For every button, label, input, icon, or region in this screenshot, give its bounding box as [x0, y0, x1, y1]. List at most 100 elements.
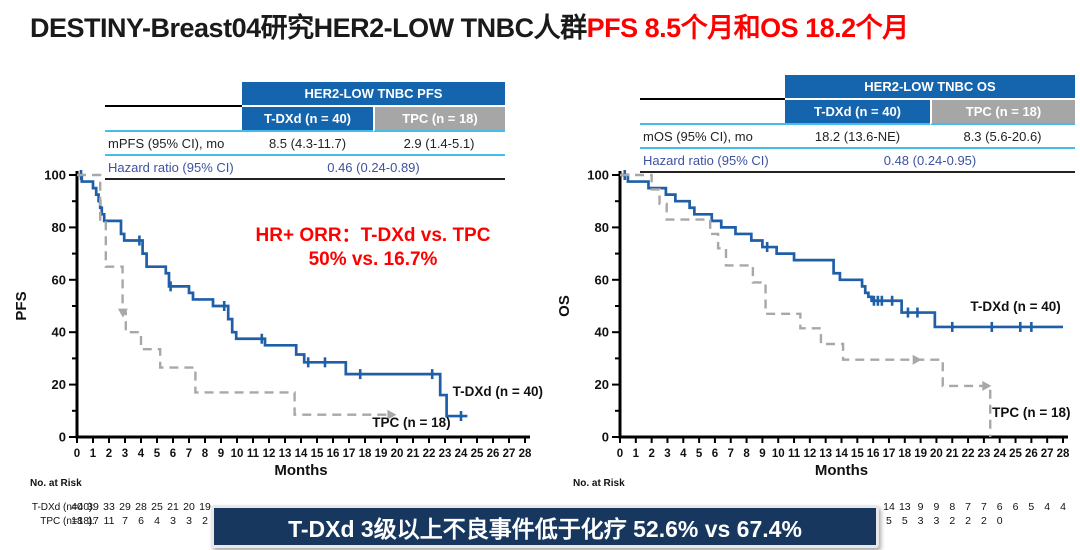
risk-value: 5	[886, 515, 892, 527]
x-axis-title: Months	[274, 462, 327, 479]
censor-arrow-right	[387, 409, 397, 420]
curve-label-tdxd: T-DXd (n = 40)	[970, 299, 1060, 314]
pfs-col-header-tdxd: T-DXd (n = 40)	[242, 107, 373, 132]
x-tick-label: 16	[327, 448, 340, 460]
x-tick-label: 24	[993, 448, 1006, 460]
x-tick-label: 14	[835, 448, 848, 460]
y-tick-label: 40	[595, 325, 609, 340]
risk-value: 39	[87, 501, 99, 513]
os-table-corner	[640, 75, 785, 100]
x-axis-title: Months	[815, 462, 868, 479]
x-tick-label: 24	[455, 448, 468, 460]
km-curve-tpc	[77, 173, 388, 416]
risk-value: 5	[1028, 501, 1034, 513]
x-tick-label: 18	[359, 448, 372, 460]
risk-value: 21	[167, 501, 179, 513]
x-tick-label: 15	[311, 448, 324, 460]
x-tick-label: 25	[471, 448, 484, 460]
risk-value: 9	[918, 501, 924, 513]
os-km-chart: 0 1 2 3 4 5 6 7 8 9 10 11 12 13 14 15 16 17 18 19 20 21 22 23 24…	[556, 168, 1071, 528]
x-tick-label: 7	[186, 448, 192, 460]
x-tick-label: 19	[375, 448, 388, 460]
x-tick-label: 7	[728, 448, 734, 460]
x-tick-label: 11	[788, 448, 801, 460]
x-tick-label: 17	[883, 448, 896, 460]
risk-value: 3	[934, 515, 940, 527]
risk-value: 7	[965, 501, 971, 513]
os-summary-table: HER2-LOW TNBC OS T-DXd (n = 40) TPC (n =…	[640, 75, 1075, 173]
x-tick-label: 11	[247, 448, 260, 460]
x-tick-label: 3	[122, 448, 128, 460]
safety-banner-text: T-DXd 3级以上不良事件低于化疗 52.6% vs 67.4%	[288, 515, 802, 542]
os-table-blank	[640, 100, 785, 125]
km-curve-tdxd	[620, 173, 1063, 329]
risk-value: 3	[170, 515, 176, 527]
x-tick-label: 20	[391, 448, 404, 460]
censor-arrow-right	[982, 380, 992, 391]
x-tick-label: 9	[218, 448, 224, 460]
risk-value: 11	[104, 515, 115, 527]
x-tick-label: 27	[1041, 448, 1054, 460]
km-curve-tpc	[620, 173, 992, 437]
os-hr-label: Hazard ratio (95% CI)	[640, 149, 785, 173]
x-tick-label: 8	[743, 448, 750, 460]
risk-value: 7	[122, 515, 128, 527]
risk-value: 28	[135, 501, 147, 513]
x-tick-label: 22	[962, 448, 975, 460]
risk-value: 4	[1060, 501, 1066, 513]
os-table-group-header: HER2-LOW TNBC OS	[785, 75, 1075, 99]
risk-value: 2	[202, 515, 208, 527]
slide-title-black: DESTINY-Breast04研究HER2-LOW TNBC人群	[30, 13, 587, 43]
pfs-km-chart: 0 1 2 3 4 5 6 7 8 9 10 11 12 13 14 15 16 17 18 19 20 21 22 23 24…	[13, 168, 543, 528]
risk-value: 2	[949, 515, 955, 527]
orr-annotation-line2: 50% vs. 16.7%	[308, 249, 438, 270]
y-tick-label: 80	[52, 220, 66, 235]
x-tick-label: 6	[170, 448, 176, 460]
x-tick-label: 1	[633, 448, 640, 460]
safety-banner: T-DXd 3级以上不良事件低于化疗 52.6% vs 67.4%	[211, 505, 879, 548]
x-tick-label: 23	[977, 448, 990, 460]
x-tick-label: 8	[202, 448, 209, 460]
risk-value: 2	[981, 515, 987, 527]
x-tick-label: 2	[106, 448, 112, 460]
pfs-hr-value: 0.46 (0.24-0.89)	[242, 156, 505, 180]
x-tick-label: 26	[487, 448, 500, 460]
os-median-tpc: 8.3 (5.6-20.6)	[930, 125, 1075, 149]
x-tick-label: 13	[279, 448, 292, 460]
pfs-table-blank	[105, 107, 242, 132]
risk-value: 25	[151, 501, 163, 513]
x-tick-label: 10	[772, 448, 785, 460]
x-tick-label: 21	[946, 448, 959, 460]
pfs-median-tdxd: 8.5 (4.3-11.7)	[242, 132, 373, 156]
x-tick-label: 17	[343, 448, 356, 460]
x-tick-label: 19	[914, 448, 927, 460]
curve-label-tpc: TPC (n = 18)	[372, 415, 450, 430]
risk-value: 40	[71, 501, 83, 513]
x-tick-label: 10	[231, 448, 244, 460]
curve-label-tdxd: T-DXd (n = 40)	[453, 384, 543, 399]
risk-value: 4	[1044, 501, 1050, 513]
pfs-median-tpc: 2.9 (1.4-5.1)	[373, 132, 505, 156]
x-tick-label: 0	[74, 448, 80, 460]
x-tick-label: 28	[1057, 448, 1070, 460]
km-curve-tdxd	[77, 173, 468, 418]
x-tick-label: 0	[617, 448, 623, 460]
risk-value: 17	[87, 515, 99, 527]
orr-annotation: HR+ ORR：T-DXd vs. TPC 50% vs. 16.7%	[248, 224, 498, 272]
y-tick-label: 20	[52, 377, 66, 392]
x-tick-label: 20	[930, 448, 943, 460]
risk-value: 14	[883, 501, 895, 513]
risk-row-label: T-DXd (n=40):	[32, 502, 95, 513]
x-tick-label: 4	[138, 448, 145, 460]
x-tick-label: 15	[851, 448, 864, 460]
censor-arrow-down	[117, 308, 128, 318]
os-col-header-tdxd: T-DXd (n = 40)	[785, 100, 930, 125]
orr-annotation-line1: HR+ ORR：T-DXd vs. TPC	[255, 225, 491, 246]
x-tick-label: 18	[898, 448, 911, 460]
pfs-summary-table: HER2-LOW TNBC PFS T-DXd (n = 40) TPC (n …	[105, 82, 505, 180]
y-tick-label: 100	[587, 168, 609, 183]
pfs-table-group-header: HER2-LOW TNBC PFS	[242, 82, 505, 106]
y-tick-label: 60	[595, 272, 609, 287]
risk-value: 3	[186, 515, 192, 527]
y-tick-label: 40	[52, 325, 66, 340]
